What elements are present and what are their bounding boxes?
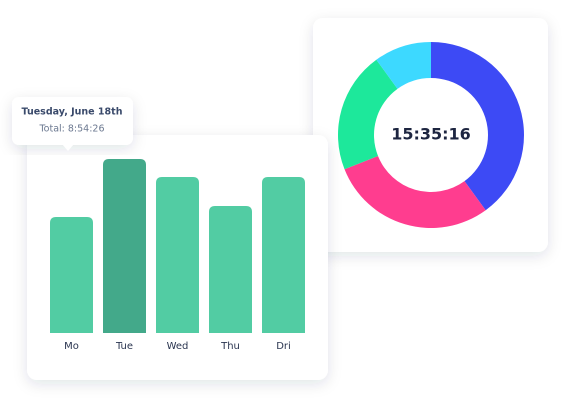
tooltip-text: Total: 8:54:26	[38, 124, 104, 135]
tooltip: Tuesday, June 18th Total: 8:54:26	[12, 97, 133, 151]
x-tick-label: Wed	[167, 341, 189, 352]
bar	[262, 177, 305, 333]
donut-segment	[344, 155, 486, 228]
center-label: 15:35:16	[391, 125, 471, 144]
x-tick-label: Tue	[115, 341, 133, 352]
tooltip-title: Tuesday, June 18th	[22, 107, 123, 118]
tooltip-pointer	[62, 144, 74, 151]
donut-segment	[376, 42, 431, 89]
donut-segment	[431, 42, 524, 211]
tooltip-box	[12, 97, 133, 145]
x-tick-label: Dri	[276, 341, 291, 352]
donut-chart	[338, 42, 524, 228]
x-tick-label: Thu	[220, 341, 240, 352]
donut-segment	[338, 59, 398, 170]
bar	[156, 177, 199, 333]
bar	[50, 217, 93, 333]
bar-chart: Mo Tue Wed Thu Dri	[50, 159, 305, 352]
bar	[209, 206, 252, 333]
x-tick-label: Mo	[64, 341, 79, 352]
bar	[103, 159, 146, 333]
